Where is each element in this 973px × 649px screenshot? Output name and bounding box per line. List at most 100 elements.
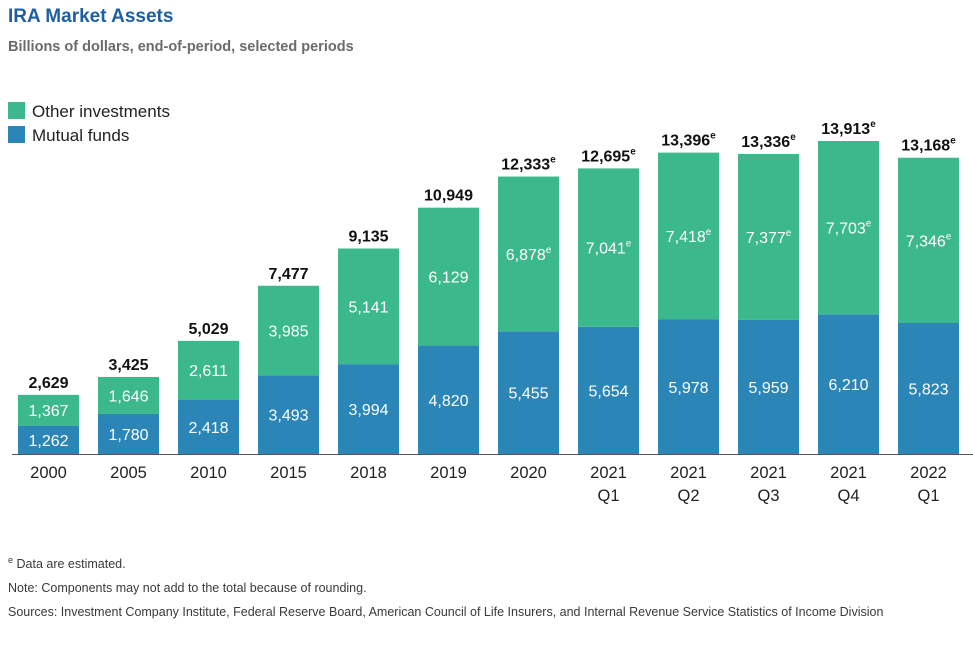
other-investments-label: 1,646 <box>108 388 148 405</box>
total-label: 13,396e <box>661 131 716 150</box>
mutual-funds-label: 3,994 <box>348 402 388 419</box>
chart-subtitle: Billions of dollars, end-of-period, sele… <box>8 39 354 55</box>
bar-group: 3,493 3,985 7,477 <box>258 266 319 454</box>
bar-other-investments <box>578 168 639 327</box>
other-investments-label: 7,346e <box>906 231 952 250</box>
total-label-estimate-marker: e <box>710 131 716 142</box>
x-tick-label: 2018 <box>350 464 387 482</box>
x-tick-label: 2021 <box>670 464 707 482</box>
total-label: 13,913e <box>821 119 876 138</box>
mutual-funds-label-value: 5,823 <box>908 382 948 399</box>
other-investments-label: 7,418e <box>666 227 712 246</box>
x-tick: 2021 Q4 <box>830 464 867 505</box>
total-label: 7,477 <box>268 266 308 283</box>
total-label-value: 12,333 <box>501 157 550 174</box>
estimate-note-text: Data are estimated. <box>13 557 126 572</box>
total-label-estimate-marker: e <box>870 119 876 130</box>
bar-mutual-funds <box>578 326 639 454</box>
total-label-value: 3,425 <box>108 357 148 374</box>
bar-mutual-funds <box>338 364 399 454</box>
total-label-value: 13,336 <box>741 134 790 151</box>
other-investments-label-value: 6,878 <box>506 247 546 264</box>
estimate-note: e Data are estimated. <box>8 548 958 576</box>
other-investments-label-estimate-marker: e <box>706 227 712 238</box>
other-investments-label: 2,611 <box>189 363 228 380</box>
bar-mutual-funds <box>738 319 799 454</box>
x-tick-label: 2021 <box>750 464 787 482</box>
other-investments-label-estimate-marker: e <box>626 239 632 250</box>
x-tick-label: 2022 <box>910 464 947 482</box>
x-tick-label: Q2 <box>677 487 699 505</box>
legend-other-investments: Other investments <box>8 102 170 121</box>
total-label: 9,135 <box>348 228 388 245</box>
mutual-funds-label-value: 1,262 <box>28 433 68 450</box>
bar-other-investments <box>258 285 319 376</box>
bar-other-investments <box>98 376 159 414</box>
legend-other-investments-swatch <box>8 102 25 119</box>
x-tick: 2005 <box>110 464 147 482</box>
total-label: 5,029 <box>188 321 228 338</box>
other-investments-label-value: 7,377 <box>746 230 786 247</box>
x-tick-label: Q1 <box>917 487 939 505</box>
bar-mutual-funds <box>258 375 319 454</box>
x-tick-label: 2019 <box>430 464 467 482</box>
bar-other-investments <box>338 248 399 365</box>
x-tick: 2019 <box>430 464 467 482</box>
other-investments-label: 5,141 <box>348 299 388 316</box>
chart-title: IRA Market Assets <box>8 6 174 27</box>
total-label-value: 13,913 <box>821 121 870 138</box>
mutual-funds-label: 5,978 <box>668 380 708 397</box>
x-tick: 2021 Q3 <box>750 464 787 505</box>
other-investments-label-value: 6,129 <box>428 270 468 287</box>
other-investments-label-value: 7,346 <box>906 233 946 250</box>
other-investments-label-estimate-marker: e <box>866 219 872 230</box>
mutual-funds-label: 3,493 <box>268 408 308 425</box>
mutual-funds-label: 5,455 <box>508 386 548 403</box>
estimate-marker: e <box>8 555 14 565</box>
other-investments-label-estimate-marker: e <box>546 245 552 256</box>
mutual-funds-label: 1,780 <box>108 427 148 444</box>
bar-group: 5,455 6,878e 12,333 e <box>498 155 559 454</box>
bar-group: 2,418 2,611 5,029 <box>178 321 239 454</box>
x-tick-label: Q3 <box>757 487 779 505</box>
total-label-value: 9,135 <box>348 228 388 245</box>
other-investments-label-value: 7,418 <box>666 229 706 246</box>
other-investments-label: 1,367 <box>28 403 68 420</box>
x-tick-label: Q1 <box>597 487 619 505</box>
x-tick-label: Q4 <box>837 487 859 505</box>
bar-other-investments <box>418 207 479 346</box>
bar-mutual-funds <box>658 319 719 454</box>
total-label-value: 5,029 <box>188 321 228 338</box>
other-investments-label-value: 7,041 <box>586 241 626 258</box>
other-investments-label: 6,878e <box>506 245 552 264</box>
x-tick-label: 2005 <box>110 464 147 482</box>
other-investments-label: 7,703e <box>826 219 872 238</box>
total-label-estimate-marker: e <box>950 136 956 147</box>
mutual-funds-label-value: 1,780 <box>108 427 148 444</box>
other-investments-label-value: 3,985 <box>268 324 308 341</box>
other-investments-label: 6,129 <box>428 270 468 287</box>
total-label-value: 13,168 <box>901 138 950 155</box>
total-label: 13,168e <box>901 136 956 155</box>
bar-mutual-funds <box>178 399 239 454</box>
bar-other-investments <box>898 157 959 324</box>
mutual-funds-label-value: 5,654 <box>588 383 628 400</box>
total-label-value: 10,949 <box>424 188 473 205</box>
chart-svg: Other investments Mutual funds 1,262 1,367… <box>8 102 973 505</box>
mutual-funds-label-value: 3,493 <box>268 408 308 425</box>
legend-mutual-funds: Mutual funds <box>8 126 129 145</box>
total-label-value: 13,396 <box>661 133 710 150</box>
bar-mutual-funds <box>98 413 159 454</box>
bar-group: 3,994 5,141 9,135 <box>338 228 399 454</box>
mutual-funds-label: 4,820 <box>428 393 468 410</box>
mutual-funds-label: 1,262 <box>28 433 68 450</box>
other-investments-label-value: 1,646 <box>108 388 148 405</box>
x-tick: 2021 Q2 <box>670 464 707 505</box>
bar-mutual-funds <box>498 331 559 454</box>
other-investments-label-value: 7,703 <box>826 221 866 238</box>
x-tick-label: 2020 <box>510 464 547 482</box>
